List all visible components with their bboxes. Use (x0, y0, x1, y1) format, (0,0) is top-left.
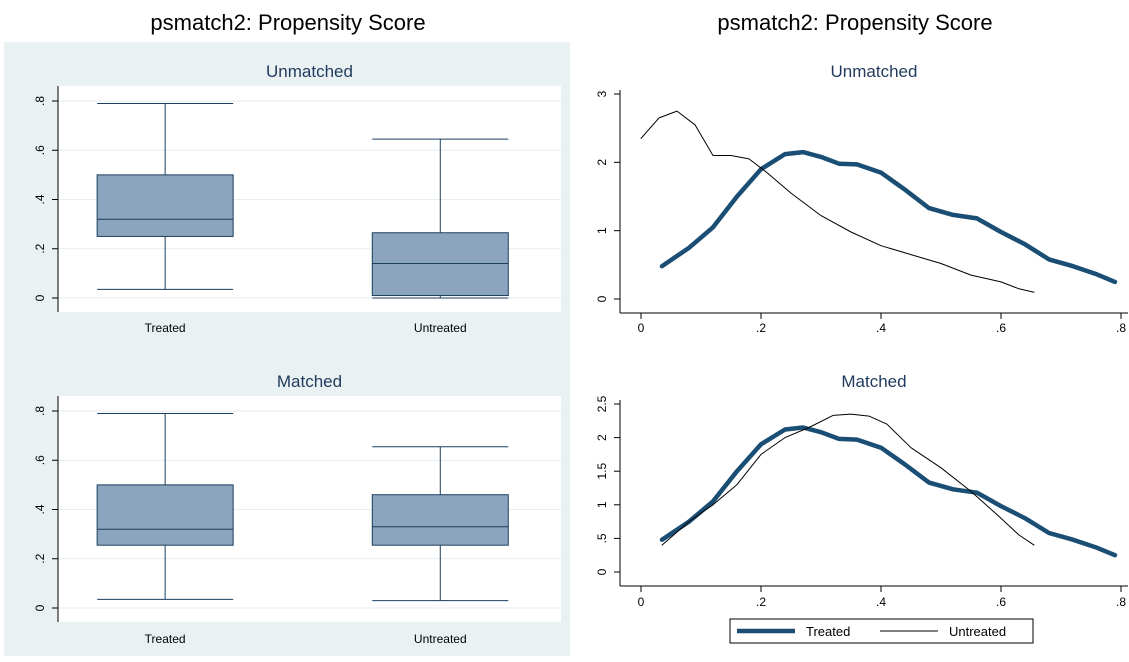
box-panel-2-category-label: Treated (145, 632, 186, 646)
box-panel-2-category-label: Untreated (414, 632, 467, 646)
line-panel-2-x-tick-label: 0 (638, 595, 645, 609)
right-figure-title: psmatch2: Propensity Score (717, 10, 992, 35)
box-panel-1-category-label: Untreated (414, 321, 467, 335)
line-panel-2-y-tick-label: 2.5 (595, 395, 609, 412)
line-panel-1-y-tick-label: 0 (595, 295, 609, 302)
box-panel-2-subtitle: Matched (277, 372, 342, 391)
line-panel-2-x-tick-label: .4 (876, 595, 886, 609)
line-panel-2-y-tick-label: 0 (595, 568, 609, 575)
line-panel-1-series-treated (659, 149, 1118, 285)
box-panel-1-category-label: Treated (145, 321, 186, 335)
box-panel-1-y-tick-label: .8 (33, 96, 47, 106)
line-panel-2-x-tick-label: .6 (996, 595, 1006, 609)
legend-label-treated: Treated (806, 624, 850, 639)
box-panel-1-y-tick-label: .2 (33, 243, 47, 253)
box-panel-2-box-untreated (371, 494, 509, 546)
line-panel-1-subtitle: Unmatched (831, 62, 918, 81)
line-panel-2-series-treated (659, 425, 1118, 558)
line-panel-2-subtitle: Matched (841, 372, 906, 391)
line-panel-2-x-tick-label: .2 (756, 595, 766, 609)
line-panel-2-series-untreated (661, 413, 1035, 546)
box-panel-2-y-tick-label: .4 (33, 504, 47, 514)
line-panel-1-y-tick-label: 2 (595, 159, 609, 166)
box-panel-2-y-tick-label: .2 (33, 553, 47, 563)
legend (729, 618, 1034, 644)
line-panel-2-y-tick-label: 1 (595, 501, 609, 508)
left-figure-title: psmatch2: Propensity Score (150, 10, 425, 35)
line-panel-1-x-tick-label: .8 (1116, 321, 1126, 335)
box-panel-2-y-tick-label: 0 (33, 604, 47, 611)
box-panel-1-y-tick-label: .4 (33, 194, 47, 204)
line-panel-2-x-tick-label: .8 (1116, 595, 1126, 609)
line-panel-1-x-tick-label: .6 (996, 321, 1006, 335)
box-panel-2-y-tick-label: .8 (33, 406, 47, 416)
line-panel-2-y-tick-label: 2 (595, 434, 609, 441)
legend-label-untreated: Untreated (949, 624, 1006, 639)
line-panel-1-x-tick-label: .4 (876, 321, 886, 335)
box-panel-1-box-treated (96, 174, 234, 237)
box-panel-2-box-treated (96, 484, 234, 546)
box-panel-1-subtitle: Unmatched (266, 62, 353, 81)
line-panel-1-y-tick-label: 1 (595, 227, 609, 234)
line-panel-2-y-tick-label: .5 (595, 533, 609, 543)
line-panel-1-series-untreated (640, 110, 1035, 293)
line-panel-2-y-tick-label: 1.5 (595, 463, 609, 480)
box-panel-1-y-tick-label: 0 (33, 294, 47, 301)
box-panel-1-y-tick-label: .6 (33, 145, 47, 155)
box-panel-2-y-tick-label: .6 (33, 455, 47, 465)
line-panel-1-x-tick-label: .2 (756, 321, 766, 335)
line-panel-1-x-tick-label: 0 (638, 321, 645, 335)
line-panel-1-y-tick-label: 3 (595, 90, 609, 97)
box-panel-1-box-untreated (371, 232, 509, 297)
